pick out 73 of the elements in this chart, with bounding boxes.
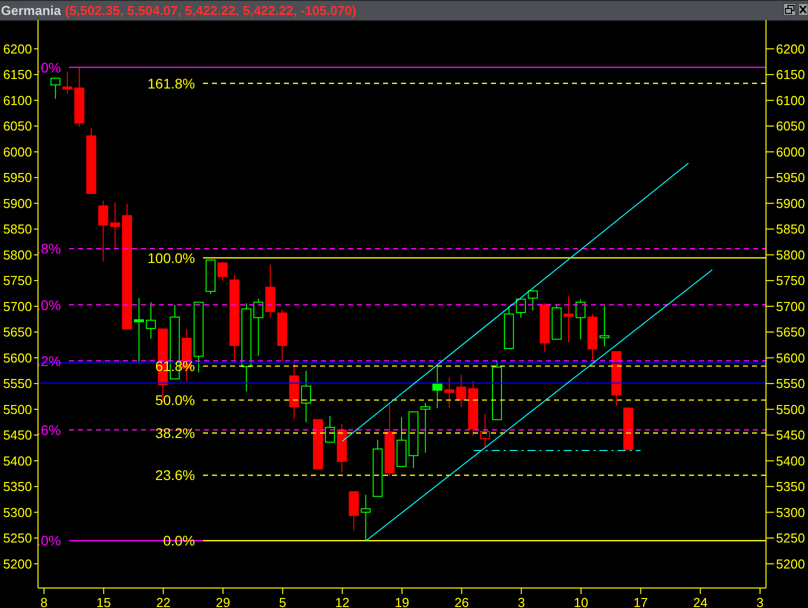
x-tick-label: 17 <box>633 595 648 608</box>
y2-tick-label: 5600 <box>776 350 805 366</box>
y-tick-label: 5250 <box>3 530 32 546</box>
y2-tick-label: 6150 <box>776 67 805 82</box>
annotation: 161.8% <box>148 75 195 92</box>
y-tick-label: 5300 <box>3 504 32 520</box>
y2-tick-label: 5350 <box>776 479 805 494</box>
annotation: 50.0% <box>155 392 195 408</box>
x-tick-label: 10 <box>574 595 588 608</box>
y2-tick-label: 6100 <box>776 92 805 108</box>
annotation: .0% <box>36 296 61 313</box>
candlestick <box>134 298 144 362</box>
y2-tick-label: 5850 <box>776 222 805 237</box>
x-tick-label: 3 <box>756 595 764 608</box>
y-tick-label: 5350 <box>3 479 32 494</box>
y2-tick-label: 5700 <box>776 298 805 314</box>
y-tick-label: 5850 <box>3 222 32 237</box>
y-tick-label: 5800 <box>3 247 32 262</box>
y-tick-label: 5950 <box>3 170 32 186</box>
y-tick-label: 6150 <box>3 67 32 82</box>
y-tick-label: 5400 <box>3 453 32 468</box>
annotation: 38.2% <box>155 424 195 441</box>
chart-subtitle: (5,502.35, 5,504.07, 5,422.22, 5,422.22, -105.070) <box>64 3 356 18</box>
annotation: 61.8% <box>155 358 195 374</box>
annotation: 100.0% <box>148 250 195 266</box>
y-tick-label: 6100 <box>3 92 32 108</box>
y2-tick-label: 5650 <box>776 324 805 340</box>
x-tick-label: 12 <box>335 595 350 608</box>
y2-tick-label: 5950 <box>776 170 805 186</box>
y-tick-label: 5700 <box>3 298 32 314</box>
x-tick-label: 26 <box>454 595 469 608</box>
x-tick-label: 8 <box>40 595 48 608</box>
candlestick <box>564 296 574 342</box>
y-tick-label: 5600 <box>3 350 32 366</box>
y2-tick-label: 5800 <box>776 247 805 262</box>
y-tick-label: 6200 <box>3 41 32 56</box>
y-tick-label: 5750 <box>3 273 32 288</box>
annotation: 23.6% <box>155 467 195 484</box>
y2-tick-label: 6050 <box>776 118 805 134</box>
x-tick-label: 15 <box>96 595 111 608</box>
x-tick-label: 5 <box>279 595 286 608</box>
chart-title: Germania <box>1 3 61 18</box>
candlestick <box>599 306 610 346</box>
y-tick-label: 6000 <box>3 144 32 160</box>
y2-tick-label: 5550 <box>776 376 805 392</box>
y2-tick-label: 6000 <box>776 144 805 160</box>
y-tick-label: 5650 <box>3 324 32 340</box>
candlestick <box>420 403 430 453</box>
y-tick-label: 6050 <box>3 118 32 134</box>
annotation: .0% <box>36 59 61 76</box>
y2-tick-label: 5250 <box>776 530 805 546</box>
x-tick-label: 24 <box>693 595 708 608</box>
y-tick-label: 5450 <box>3 428 32 443</box>
y-tick-label: 5500 <box>3 402 32 417</box>
y-tick-label: 5200 <box>3 556 32 572</box>
annotation: .0% <box>36 532 61 549</box>
x-tick-label: 29 <box>216 595 230 608</box>
annotation: .6% <box>36 422 61 438</box>
annotation: .8% <box>36 240 61 257</box>
x-tick-label: 22 <box>156 595 171 608</box>
x-tick-label: 3 <box>518 595 525 608</box>
y-tick-label: 5900 <box>3 196 32 211</box>
candlestick <box>110 202 120 248</box>
y2-tick-label: 5400 <box>776 453 805 468</box>
y2-tick-label: 5750 <box>776 273 805 288</box>
y2-tick-label: 6200 <box>776 41 805 56</box>
y2-tick-label: 5500 <box>776 402 805 417</box>
y2-tick-label: 5900 <box>776 196 805 211</box>
y2-tick-label: 5300 <box>776 504 805 520</box>
x-tick-label: 19 <box>394 595 410 608</box>
y2-tick-label: 5450 <box>776 428 805 443</box>
y-tick-label: 5550 <box>3 376 32 392</box>
y2-tick-label: 5200 <box>776 556 805 572</box>
